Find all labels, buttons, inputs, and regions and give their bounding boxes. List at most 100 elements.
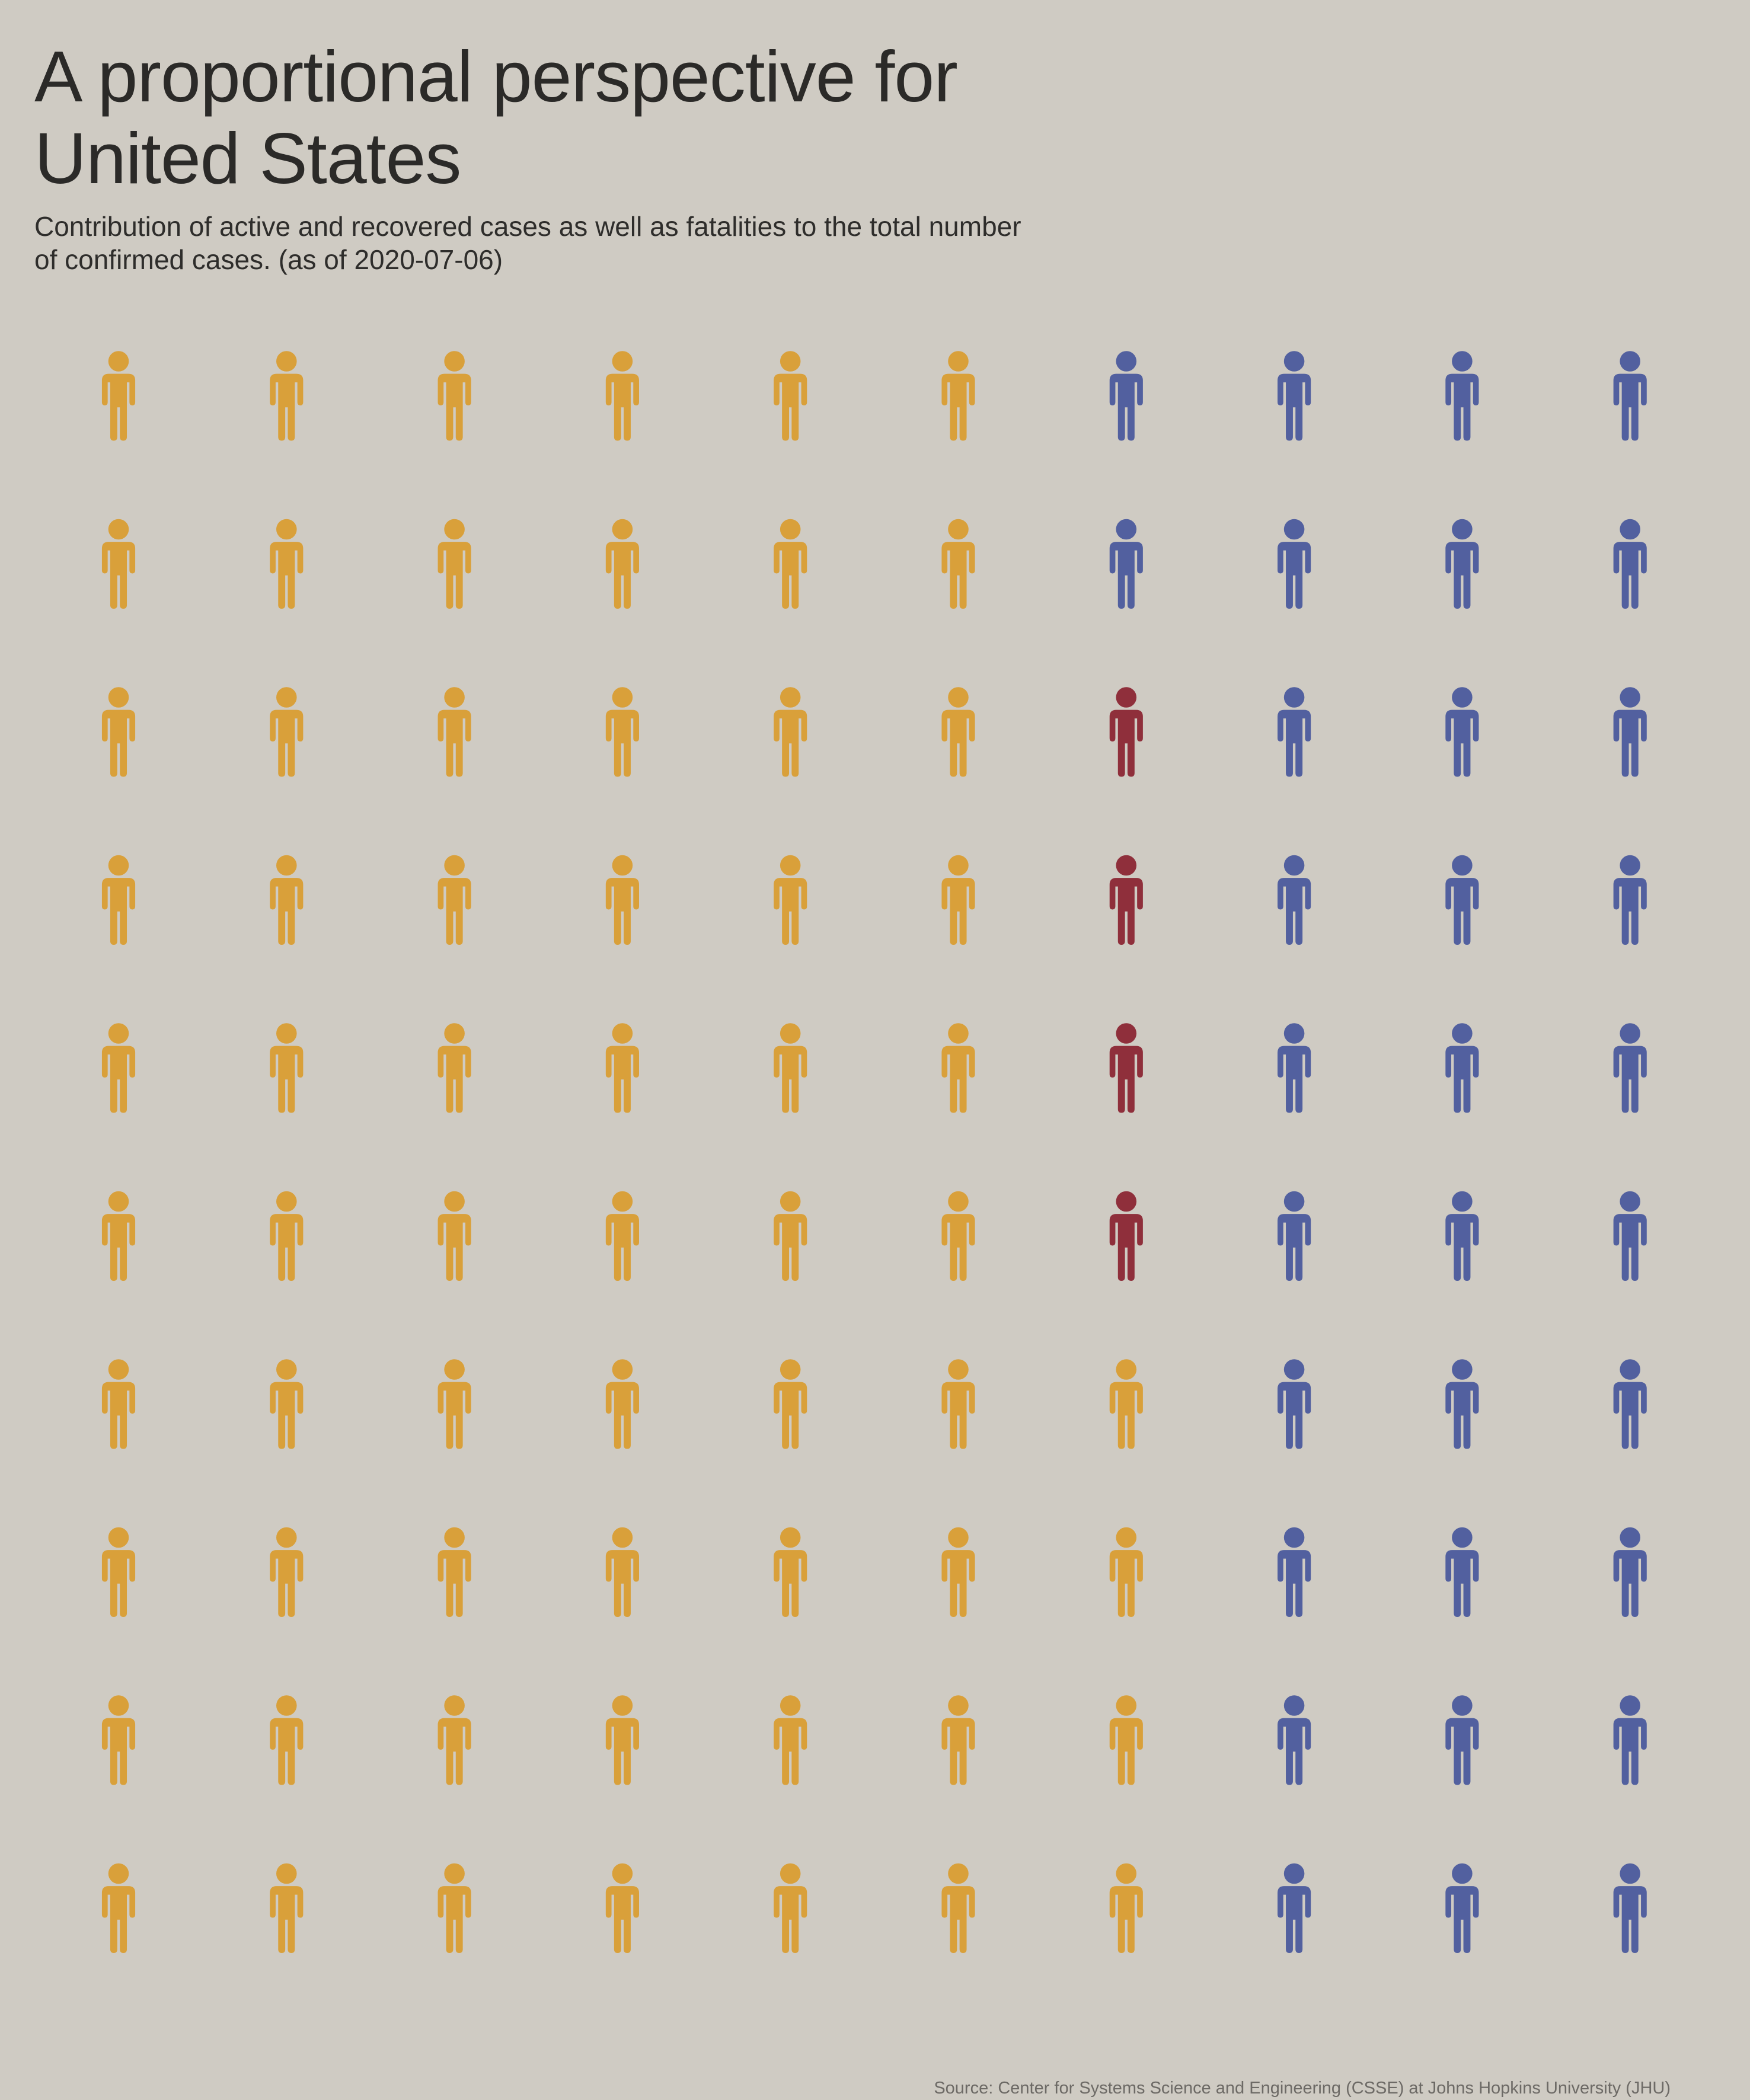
person-icon-recovered xyxy=(1109,519,1143,609)
person-icon-recovered xyxy=(1613,1527,1647,1617)
person-icon-recovered xyxy=(1109,351,1143,441)
person-icon-recovered xyxy=(1278,351,1311,441)
person-icon-active xyxy=(774,519,807,609)
person-icon-active xyxy=(438,1191,471,1281)
person-icon-active xyxy=(101,519,136,609)
person-icon-active xyxy=(941,687,975,777)
person-icon-active xyxy=(101,687,136,777)
person-icon-fatal xyxy=(1109,1191,1143,1281)
person-icon-active xyxy=(101,1191,136,1281)
chart-title: A proportional perspective for United St… xyxy=(34,36,958,199)
person-icon-recovered xyxy=(1613,855,1647,945)
person-icon-recovered xyxy=(1613,1023,1647,1113)
person-icon-fatal xyxy=(1109,687,1143,777)
person-icon-recovered xyxy=(1445,855,1479,945)
person-icon-active xyxy=(774,1863,807,1953)
person-icon-active xyxy=(774,687,807,777)
person-icon-fatal xyxy=(1109,855,1143,945)
person-icon-active xyxy=(605,1695,639,1785)
person-icon-active xyxy=(605,1191,639,1281)
person-icon-active xyxy=(270,1191,304,1281)
person-icon-active xyxy=(774,855,807,945)
person-icon-recovered xyxy=(1613,519,1647,609)
person-icon-active xyxy=(941,1023,975,1113)
person-icon-recovered xyxy=(1278,1359,1311,1449)
person-icon-active xyxy=(1109,1527,1143,1617)
person-icon-active xyxy=(270,1023,304,1113)
person-icon-active xyxy=(941,1191,975,1281)
person-icon-active xyxy=(1109,1359,1143,1449)
person-icon-recovered xyxy=(1445,1023,1479,1113)
person-icon-recovered xyxy=(1445,519,1479,609)
person-icon-active xyxy=(101,1695,136,1785)
person-icon-active xyxy=(438,1863,471,1953)
person-icon-recovered xyxy=(1278,519,1311,609)
person-icon-active xyxy=(101,1863,136,1953)
person-icon-fatal xyxy=(1109,1023,1143,1113)
person-icon-recovered xyxy=(1278,1695,1311,1785)
person-icon-active xyxy=(438,1695,471,1785)
person-icon-recovered xyxy=(1613,1863,1647,1953)
person-icon-recovered xyxy=(1445,1191,1479,1281)
person-icon-active xyxy=(270,1359,304,1449)
person-icon-active xyxy=(270,1863,304,1953)
person-icon-active xyxy=(270,519,304,609)
person-icon-active xyxy=(270,1527,304,1617)
person-icon-active xyxy=(438,855,471,945)
person-icon-active xyxy=(605,519,639,609)
person-icon-active xyxy=(774,1527,807,1617)
person-icon-active xyxy=(605,687,639,777)
person-icon-recovered xyxy=(1278,1527,1311,1617)
person-icon-active xyxy=(270,351,304,441)
person-icon-active xyxy=(941,855,975,945)
person-icon-recovered xyxy=(1613,687,1647,777)
person-icon-recovered xyxy=(1445,1359,1479,1449)
person-icon-active xyxy=(605,1863,639,1953)
person-icon-active xyxy=(270,687,304,777)
person-icon-recovered xyxy=(1613,351,1647,441)
person-icon-active xyxy=(774,1191,807,1281)
person-icon-active xyxy=(605,351,639,441)
person-icon-recovered xyxy=(1445,1863,1479,1953)
source-note: Source: Center for Systems Science and E… xyxy=(934,2079,1671,2098)
person-icon-active xyxy=(101,855,136,945)
person-icon-recovered xyxy=(1445,1695,1479,1785)
person-icon-active xyxy=(101,1359,136,1449)
person-icon-active xyxy=(605,855,639,945)
person-icon-active xyxy=(605,1359,639,1449)
person-icon-recovered xyxy=(1278,1023,1311,1113)
person-icon-active xyxy=(774,1695,807,1785)
person-icon-active xyxy=(774,351,807,441)
person-icon-active xyxy=(941,1527,975,1617)
person-icon-recovered xyxy=(1278,1863,1311,1953)
person-icon-active xyxy=(1109,1695,1143,1785)
person-icon-active xyxy=(1109,1863,1143,1953)
person-icon-recovered xyxy=(1278,855,1311,945)
person-icon-active xyxy=(438,1023,471,1113)
person-icon-recovered xyxy=(1445,1527,1479,1617)
person-icon-active xyxy=(941,1695,975,1785)
person-icon-active xyxy=(101,351,136,441)
person-icon-active xyxy=(438,1527,471,1617)
person-icon-active xyxy=(101,1023,136,1113)
person-icon-active xyxy=(941,1359,975,1449)
person-icon-active xyxy=(941,1863,975,1953)
person-icon-active xyxy=(605,1023,639,1113)
person-icon-active xyxy=(605,1527,639,1617)
person-icon-active xyxy=(941,351,975,441)
person-icon-active xyxy=(774,1023,807,1113)
person-icon-recovered xyxy=(1445,351,1479,441)
person-icon-active xyxy=(438,687,471,777)
person-icon-recovered xyxy=(1278,1191,1311,1281)
person-icon-recovered xyxy=(1278,687,1311,777)
person-icon-active xyxy=(101,1527,136,1617)
person-icon-recovered xyxy=(1445,687,1479,777)
person-icon-recovered xyxy=(1613,1359,1647,1449)
person-icon-active xyxy=(270,855,304,945)
person-icon-recovered xyxy=(1613,1191,1647,1281)
chart-subtitle: Contribution of active and recovered cas… xyxy=(34,211,1021,275)
person-icon-recovered xyxy=(1613,1695,1647,1785)
person-icon-active xyxy=(438,351,471,441)
person-icon-active xyxy=(774,1359,807,1449)
